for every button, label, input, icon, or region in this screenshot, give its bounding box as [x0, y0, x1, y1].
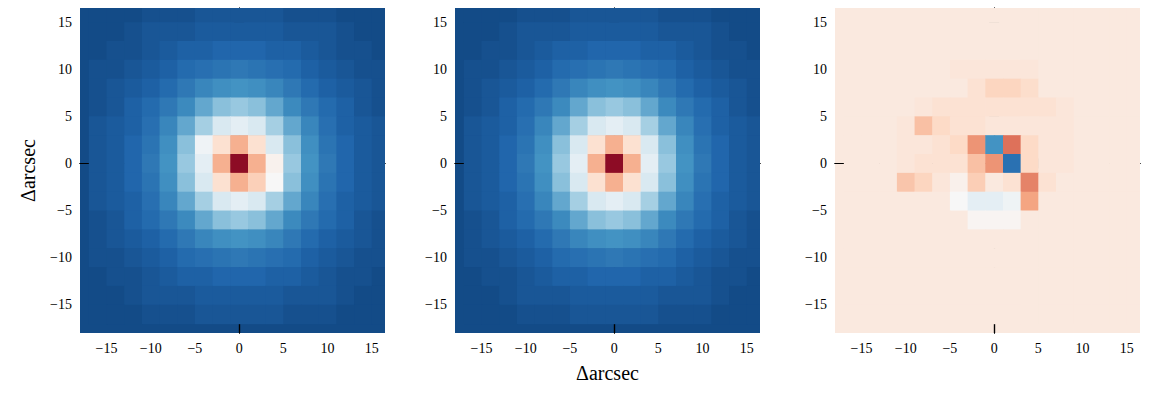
- svg-text:0: 0: [611, 341, 618, 356]
- svg-text:−10: −10: [895, 341, 917, 356]
- svg-text:Δarcsec: Δarcsec: [17, 139, 39, 202]
- svg-text:15: 15: [740, 341, 754, 356]
- svg-text:−5: −5: [812, 203, 827, 218]
- svg-text:0: 0: [65, 156, 72, 171]
- svg-text:15: 15: [433, 15, 447, 30]
- svg-text:−5: −5: [562, 341, 577, 356]
- svg-text:15: 15: [813, 15, 827, 30]
- svg-text:−5: −5: [187, 341, 202, 356]
- svg-text:−5: −5: [432, 203, 447, 218]
- svg-text:Δarcsec: Δarcsec: [576, 362, 639, 384]
- svg-text:−15: −15: [425, 297, 447, 312]
- svg-text:0: 0: [820, 156, 827, 171]
- svg-text:−10: −10: [425, 250, 447, 265]
- svg-text:10: 10: [433, 62, 447, 77]
- svg-text:−15: −15: [805, 297, 827, 312]
- svg-text:10: 10: [813, 62, 827, 77]
- svg-text:10: 10: [696, 341, 710, 356]
- svg-text:−15: −15: [50, 297, 72, 312]
- svg-text:15: 15: [1120, 341, 1134, 356]
- svg-text:−5: −5: [57, 203, 72, 218]
- svg-text:5: 5: [655, 341, 662, 356]
- svg-text:15: 15: [58, 15, 72, 30]
- svg-text:10: 10: [321, 341, 335, 356]
- svg-text:10: 10: [58, 62, 72, 77]
- svg-text:5: 5: [440, 109, 447, 124]
- svg-text:5: 5: [65, 109, 72, 124]
- svg-text:−10: −10: [805, 250, 827, 265]
- svg-text:−5: −5: [942, 341, 957, 356]
- svg-text:10: 10: [1076, 341, 1090, 356]
- svg-text:5: 5: [280, 341, 287, 356]
- svg-text:−10: −10: [50, 250, 72, 265]
- svg-text:0: 0: [440, 156, 447, 171]
- svg-text:0: 0: [991, 341, 998, 356]
- svg-text:−15: −15: [96, 341, 118, 356]
- svg-text:−10: −10: [140, 341, 162, 356]
- svg-text:−15: −15: [471, 341, 493, 356]
- svg-text:0: 0: [236, 341, 243, 356]
- svg-text:5: 5: [820, 109, 827, 124]
- svg-text:15: 15: [365, 341, 379, 356]
- svg-text:−10: −10: [515, 341, 537, 356]
- svg-text:5: 5: [1035, 341, 1042, 356]
- svg-text:−15: −15: [851, 341, 873, 356]
